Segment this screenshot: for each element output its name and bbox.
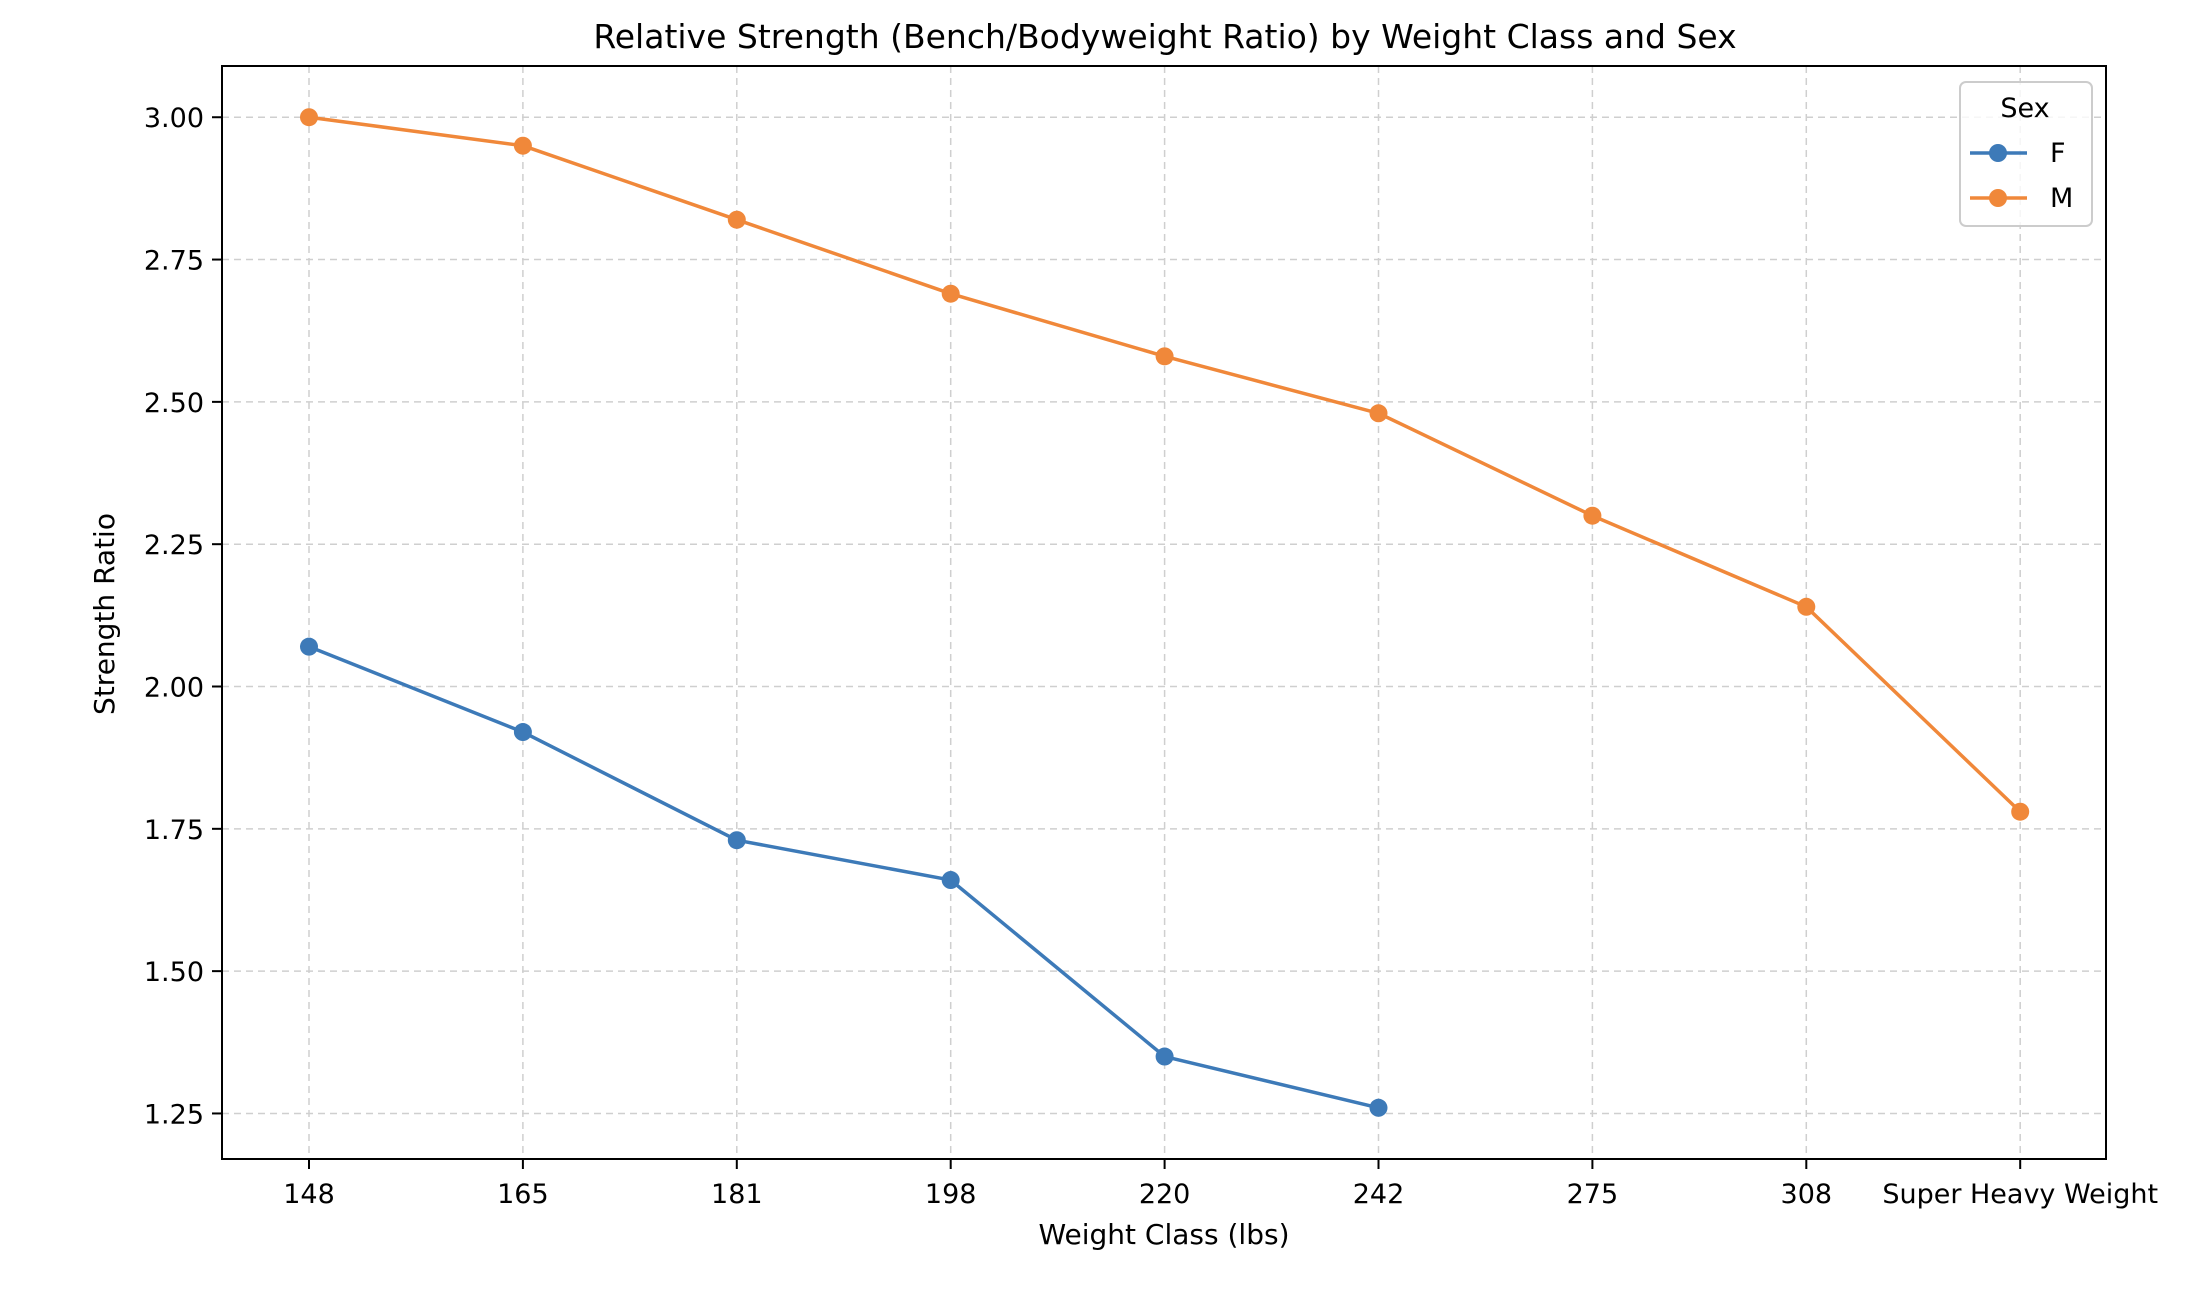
- legend-swatch-marker: [1989, 189, 2007, 207]
- data-point: [1369, 404, 1388, 423]
- y-tick-label: 2.75: [144, 246, 204, 277]
- x-tick-label: 275: [1567, 1179, 1619, 1210]
- y-tick-label: 2.00: [144, 673, 204, 704]
- data-point: [300, 108, 318, 127]
- data-point: [1155, 1047, 1174, 1066]
- x-tick-label: 198: [925, 1179, 977, 1210]
- y-tick-label: 1.75: [144, 815, 204, 846]
- data-point: [1583, 506, 1602, 525]
- data-point: [727, 831, 746, 850]
- legend-label: F: [2050, 138, 2066, 169]
- chart-title: Relative Strength (Bench/Bodyweight Rati…: [593, 17, 1736, 56]
- x-tick-label: 181: [711, 1179, 763, 1210]
- legend-label: M: [2050, 183, 2073, 214]
- data-point: [300, 637, 318, 656]
- series-F: [300, 637, 1388, 1117]
- data-point: [513, 723, 532, 742]
- legend-swatch-marker: [1989, 144, 2007, 162]
- legend-item-F: F: [1970, 138, 2066, 169]
- y-tick-label: 2.50: [144, 388, 204, 419]
- grid: [222, 66, 2106, 1159]
- data-point: [941, 871, 960, 890]
- y-axis: 1.25 1.50 1.75 2.00 2.25 2.50 2.75 3.00: [144, 103, 222, 1130]
- y-tick-label: 2.25: [144, 530, 204, 561]
- x-tick-label: 148: [283, 1179, 335, 1210]
- data-point: [1369, 1098, 1388, 1117]
- x-tick-label: 220: [1139, 1179, 1191, 1210]
- series-line-F: [308, 645, 1379, 1110]
- y-tick-label: 3.00: [144, 103, 204, 134]
- series-M: [300, 108, 2030, 821]
- x-tick-label: 165: [497, 1179, 549, 1210]
- data-point: [513, 136, 532, 155]
- y-axis-title: Strength Ratio: [88, 513, 121, 715]
- data-point: [1155, 347, 1174, 366]
- legend-item-M: M: [1970, 183, 2073, 214]
- data-point: [2011, 802, 2030, 821]
- legend: Sex FM: [1959, 81, 2093, 227]
- data-point: [941, 284, 960, 303]
- data-point: [727, 210, 746, 229]
- y-tick-label: 1.50: [144, 957, 204, 988]
- legend-items: FM: [1970, 138, 2073, 214]
- data-point: [1797, 597, 1816, 616]
- x-tick-label: Super Heavy Weight: [1882, 1179, 2158, 1210]
- x-tick-label: 242: [1353, 1179, 1405, 1210]
- legend-title: Sex: [2000, 93, 2049, 124]
- x-axis: 148 165 181 198 220 242 275 308 Super Heavy Weig…: [283, 1159, 2158, 1210]
- x-tick-label: 308: [1781, 1179, 1833, 1210]
- series-layer: [300, 108, 2030, 1117]
- y-tick-label: 1.25: [144, 1099, 204, 1130]
- x-axis-title: Weight Class (lbs): [1038, 1218, 1289, 1251]
